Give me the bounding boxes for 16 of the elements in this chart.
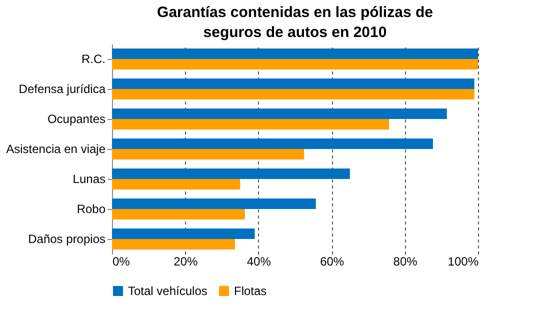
- y-tick-label: Robo: [76, 202, 106, 216]
- y-tick-label: Daños propios: [28, 232, 106, 246]
- x-tick-label: 60%: [320, 254, 344, 268]
- x-tick-label: 20%: [174, 254, 198, 268]
- x-tick-label: 80%: [393, 254, 418, 268]
- legend-label: Flotas: [234, 284, 267, 298]
- y-tick-label: Asistencia en viaje: [6, 142, 106, 156]
- legend-label: Total vehículos: [128, 284, 208, 298]
- y-tick-label: Ocupantes: [47, 112, 106, 126]
- chart-title: Garantías contenidas en las pólizas de seguros de autos en 2010: [157, 4, 433, 41]
- x-tick-label: 40%: [246, 254, 272, 268]
- y-tick-label: Lunas: [72, 172, 106, 186]
- y-tick-label: Defensa jurídica: [18, 82, 106, 96]
- x-tick-label: 0%: [112, 254, 130, 268]
- x-tick-label: 100%: [448, 254, 479, 268]
- y-tick-label: R.C.: [82, 52, 106, 66]
